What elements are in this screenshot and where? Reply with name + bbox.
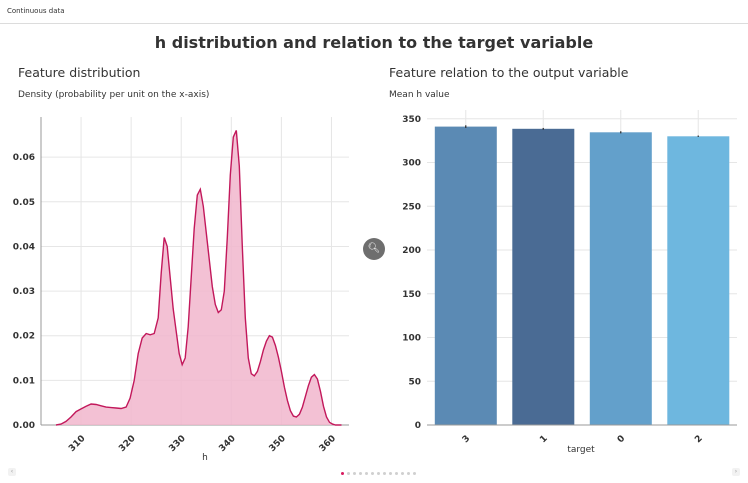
pager-dot[interactable] — [383, 472, 386, 475]
pager-dot[interactable] — [341, 472, 344, 475]
zoom-button[interactable]: 🔍︎ — [363, 238, 385, 260]
right-chart-title: Feature relation to the output variable — [389, 65, 629, 80]
pager-dot[interactable] — [353, 472, 356, 475]
bar-y-tick-label: 50 — [408, 377, 421, 387]
bar-x-axis-label: target — [567, 445, 595, 455]
bar-x-tick-label: 0 — [616, 434, 628, 446]
pager-dot[interactable] — [347, 472, 350, 475]
density-y-tick-label: 0.05 — [13, 198, 35, 208]
density-y-tick-label: 0.03 — [13, 287, 35, 297]
carousel-pager[interactable] — [341, 472, 416, 477]
density-area — [56, 130, 342, 425]
pager-dot[interactable] — [395, 472, 398, 475]
next-button[interactable]: › — [732, 468, 740, 476]
bar-x-tick-label: 1 — [538, 434, 550, 446]
bar-y-tick-label: 0 — [415, 421, 421, 431]
density-x-axis-label: h — [202, 453, 208, 463]
left-chart-title: Feature distribution — [18, 65, 141, 80]
bar-y-tick-label: 150 — [402, 290, 421, 300]
top-bar: Continuous data — [0, 0, 748, 24]
bar-x-tick-label: 3 — [461, 434, 473, 446]
page-title: h distribution and relation to the targe… — [154, 33, 594, 52]
left-chevron-icon: ‹ — [10, 468, 14, 475]
pager-dot[interactable] — [371, 472, 374, 475]
density-y-tick-label: 0.04 — [13, 242, 35, 252]
pager-dot[interactable] — [401, 472, 404, 475]
magnifier-icon: 🔍︎ — [367, 243, 381, 254]
pager-dot[interactable] — [413, 472, 416, 475]
density-y-tick-label: 0.00 — [13, 421, 35, 431]
bar-y-tick-label: 100 — [402, 334, 421, 344]
density-y-tick-label: 0.06 — [13, 153, 35, 163]
window-title: Continuous data — [7, 7, 65, 15]
right-chart-caption: Mean h value — [389, 90, 450, 100]
bar-y-tick-label: 350 — [402, 115, 421, 125]
bar-y-tick-label: 300 — [402, 159, 421, 169]
bar-1 — [512, 128, 575, 426]
pager-dot[interactable] — [389, 472, 392, 475]
bar-y-tick-label: 200 — [402, 246, 421, 256]
bar-y-tick-label: 250 — [402, 202, 421, 212]
right-chevron-icon: › — [734, 468, 738, 475]
density-line — [55, 130, 342, 426]
left-chart-caption: Density (probability per unit on the x-a… — [18, 90, 210, 100]
bar-2 — [667, 136, 730, 426]
prev-button[interactable]: ‹ — [8, 468, 16, 476]
pager-dot[interactable] — [377, 472, 380, 475]
pager-dot[interactable] — [407, 472, 410, 475]
pager-dot[interactable] — [365, 472, 368, 475]
bar-0 — [589, 132, 652, 426]
bar-x-tick-label: 2 — [693, 434, 705, 446]
density-y-tick-label: 0.02 — [13, 332, 35, 342]
density-y-tick-label: 0.01 — [13, 376, 35, 386]
bar-3 — [434, 126, 497, 425]
pager-dot[interactable] — [359, 472, 362, 475]
